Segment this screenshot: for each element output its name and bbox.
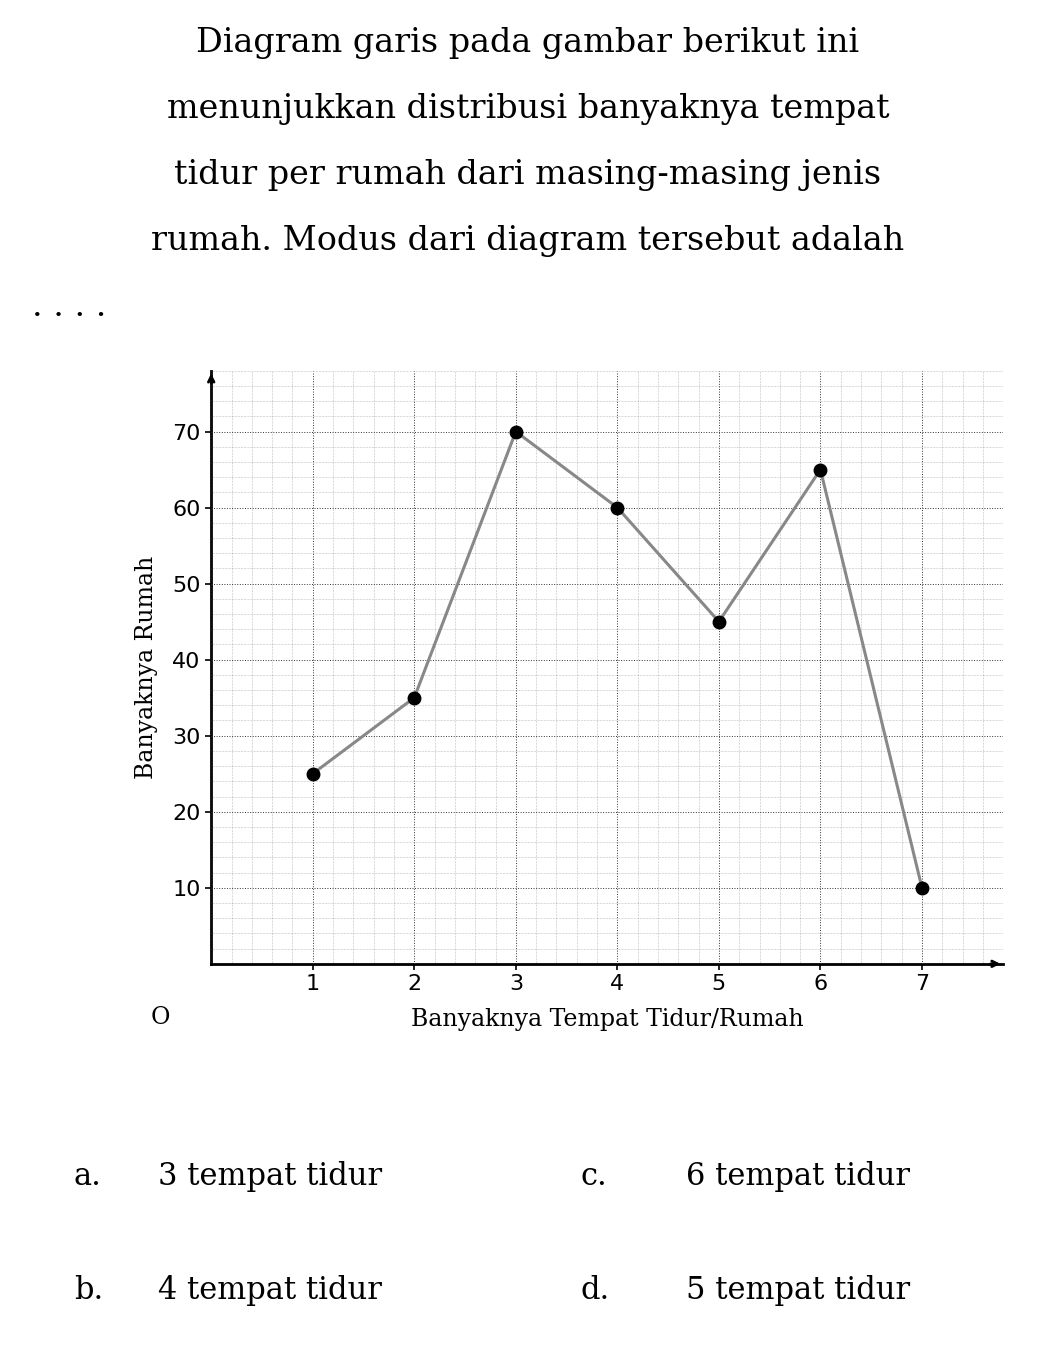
- X-axis label: Banyaknya Tempat Tidur/Rumah: Banyaknya Tempat Tidur/Rumah: [411, 1008, 804, 1031]
- Text: 5 tempat tidur: 5 tempat tidur: [686, 1275, 910, 1306]
- Text: menunjukkan distribusi banyaknya tempat: menunjukkan distribusi banyaknya tempat: [167, 93, 889, 125]
- Text: Diagram garis pada gambar berikut ini: Diagram garis pada gambar berikut ini: [196, 27, 860, 59]
- Text: 6 tempat tidur: 6 tempat tidur: [686, 1161, 910, 1192]
- Text: 3 tempat tidur: 3 tempat tidur: [158, 1161, 382, 1192]
- Text: a.: a.: [74, 1161, 101, 1192]
- Text: c.: c.: [581, 1161, 607, 1192]
- Text: . . . .: . . . .: [32, 291, 106, 324]
- Text: d.: d.: [581, 1275, 610, 1306]
- Text: b.: b.: [74, 1275, 103, 1306]
- Text: O: O: [151, 1006, 170, 1029]
- Y-axis label: Banyaknya Rumah: Banyaknya Rumah: [135, 555, 158, 779]
- Text: tidur per rumah dari masing-masing jenis: tidur per rumah dari masing-masing jenis: [174, 159, 882, 191]
- Text: rumah. Modus dari diagram tersebut adalah: rumah. Modus dari diagram tersebut adala…: [151, 225, 905, 257]
- Text: 4 tempat tidur: 4 tempat tidur: [158, 1275, 382, 1306]
